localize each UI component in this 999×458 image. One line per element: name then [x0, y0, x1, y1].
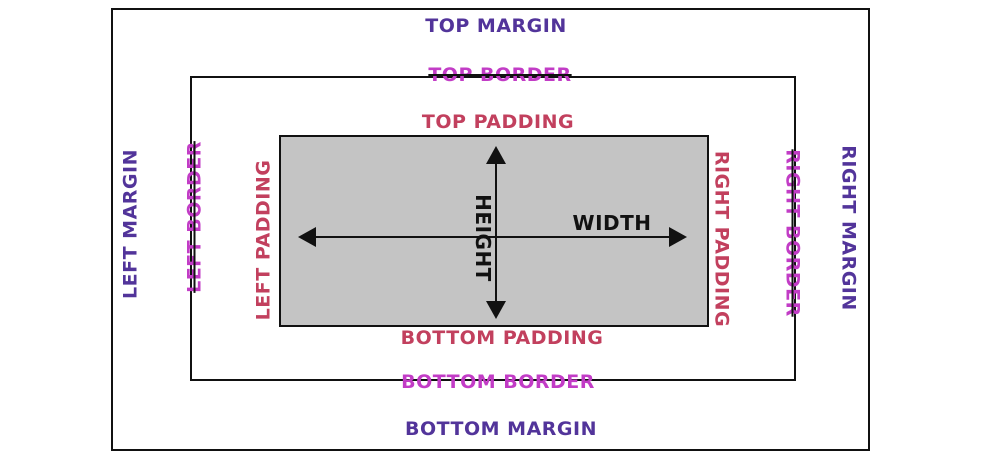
top-padding-label: TOP PADDING [421, 111, 575, 133]
right-margin-label: RIGHT MARGIN [837, 145, 860, 311]
top-border-label: TOP BORDER [428, 64, 572, 86]
bottom-padding-label: BOTTOM PADDING [400, 327, 604, 349]
height-label: HEIGHT [471, 194, 495, 282]
border-box [190, 76, 796, 381]
margin-box [111, 8, 870, 451]
top-margin-label: TOP MARGIN [425, 15, 567, 37]
right-padding-label: RIGHT PADDING [710, 150, 733, 328]
left-margin-label: LEFT MARGIN [119, 149, 142, 299]
left-padding-label: LEFT PADDING [252, 159, 275, 321]
bottom-margin-label: BOTTOM MARGIN [405, 418, 597, 440]
left-border-label: LEFT BORDER [183, 141, 206, 293]
width-label: WIDTH [572, 211, 652, 235]
right-border-label: RIGHT BORDER [781, 149, 804, 317]
bottom-border-label: BOTTOM BORDER [401, 371, 595, 393]
